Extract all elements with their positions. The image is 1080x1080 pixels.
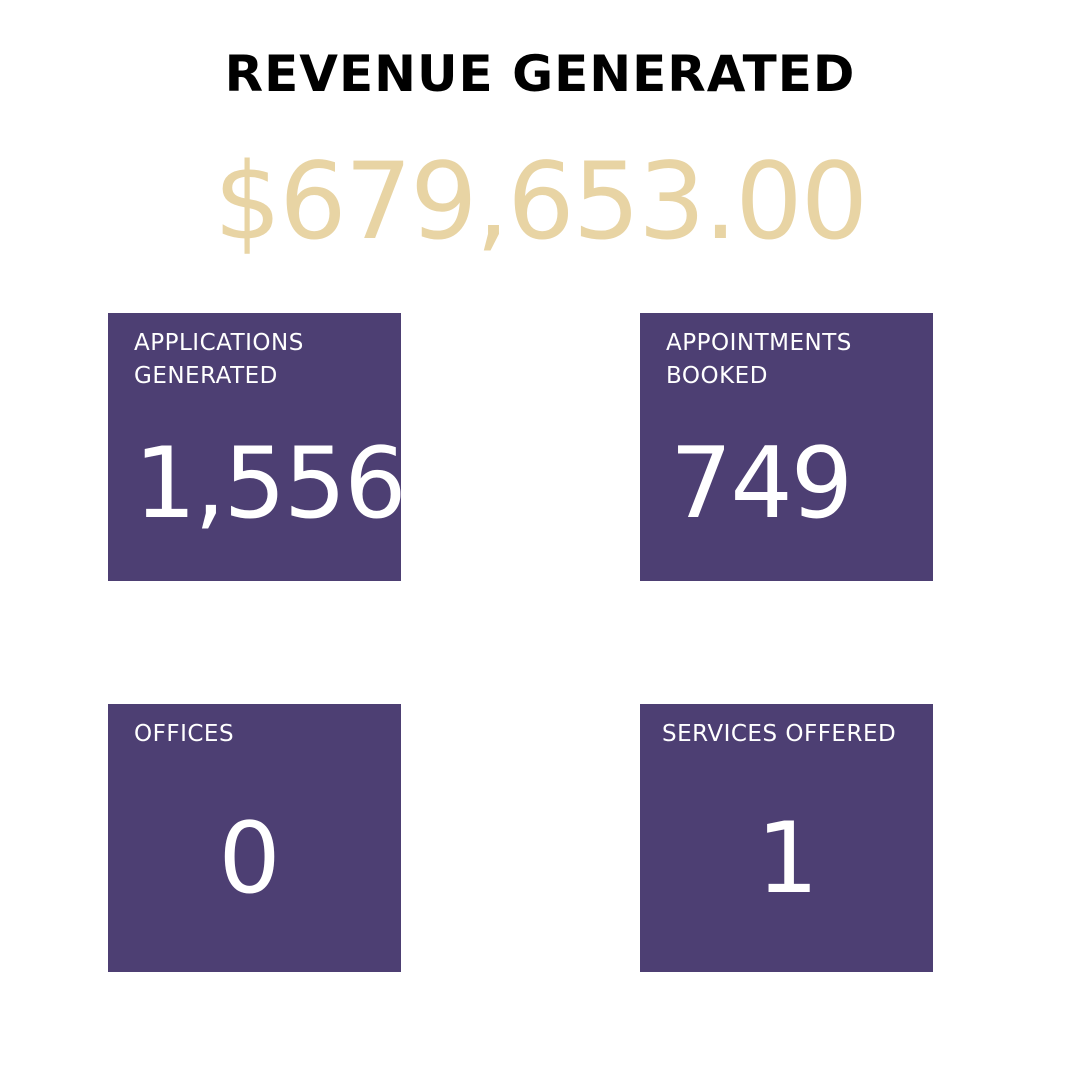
card-label-line: APPLICATIONS [134, 330, 304, 356]
card-value: 749 [670, 427, 853, 541]
card-value: 0 [218, 802, 280, 916]
page-title: REVENUE GENERATED [224, 45, 856, 103]
offices-card: OFFICES 0 [108, 704, 401, 972]
card-label-line: SERVICES OFFERED [662, 721, 897, 747]
card-label-line: GENERATED [134, 363, 278, 389]
revenue-amount: $679,653.00 [213, 140, 868, 263]
card-label-line: BOOKED [666, 363, 768, 389]
appointments-booked-card: APPOINTMENTS BOOKED 749 [640, 313, 933, 581]
card-label: OFFICES [134, 718, 394, 751]
card-label: APPLICATIONS GENERATED [134, 327, 394, 393]
card-value: 1 [756, 802, 818, 916]
card-label-line: APPOINTMENTS [666, 330, 852, 356]
services-offered-card: SERVICES OFFERED 1 [640, 704, 933, 972]
card-label-line: OFFICES [134, 721, 235, 747]
applications-generated-card: APPLICATIONS GENERATED 1,556 [108, 313, 407, 581]
card-label: SERVICES OFFERED [662, 718, 922, 751]
card-value: 1,556 [134, 427, 407, 541]
card-label: APPOINTMENTS BOOKED [666, 327, 926, 393]
